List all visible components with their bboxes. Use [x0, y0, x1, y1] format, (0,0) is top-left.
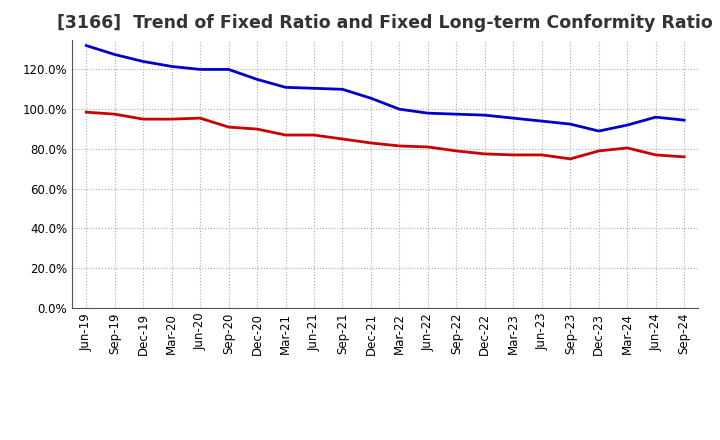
- Fixed Long-term Conformity Ratio: [537, 152, 546, 158]
- Fixed Ratio: [595, 128, 603, 134]
- Fixed Ratio: [395, 106, 404, 112]
- Fixed Long-term Conformity Ratio: [225, 125, 233, 130]
- Title: [3166]  Trend of Fixed Ratio and Fixed Long-term Conformity Ratio: [3166] Trend of Fixed Ratio and Fixed Lo…: [58, 15, 713, 33]
- Fixed Ratio: [253, 77, 261, 82]
- Fixed Ratio: [623, 122, 631, 128]
- Fixed Long-term Conformity Ratio: [167, 117, 176, 122]
- Fixed Long-term Conformity Ratio: [652, 152, 660, 158]
- Fixed Long-term Conformity Ratio: [82, 110, 91, 115]
- Fixed Ratio: [509, 115, 518, 121]
- Fixed Long-term Conformity Ratio: [566, 156, 575, 161]
- Fixed Long-term Conformity Ratio: [366, 140, 375, 146]
- Fixed Ratio: [680, 117, 688, 123]
- Fixed Long-term Conformity Ratio: [110, 111, 119, 117]
- Fixed Ratio: [225, 67, 233, 72]
- Fixed Ratio: [167, 64, 176, 69]
- Fixed Ratio: [110, 52, 119, 57]
- Fixed Ratio: [537, 118, 546, 124]
- Fixed Ratio: [196, 67, 204, 72]
- Fixed Ratio: [423, 110, 432, 116]
- Fixed Long-term Conformity Ratio: [310, 132, 318, 138]
- Fixed Ratio: [480, 113, 489, 118]
- Fixed Long-term Conformity Ratio: [509, 152, 518, 158]
- Fixed Ratio: [282, 84, 290, 90]
- Line: Fixed Long-term Conformity Ratio: Fixed Long-term Conformity Ratio: [86, 112, 684, 159]
- Fixed Ratio: [566, 121, 575, 127]
- Fixed Long-term Conformity Ratio: [253, 126, 261, 132]
- Fixed Long-term Conformity Ratio: [139, 117, 148, 122]
- Fixed Long-term Conformity Ratio: [623, 145, 631, 150]
- Fixed Long-term Conformity Ratio: [395, 143, 404, 149]
- Fixed Long-term Conformity Ratio: [423, 144, 432, 150]
- Fixed Ratio: [366, 95, 375, 101]
- Fixed Ratio: [452, 111, 461, 117]
- Fixed Ratio: [338, 87, 347, 92]
- Fixed Long-term Conformity Ratio: [452, 148, 461, 154]
- Fixed Ratio: [652, 114, 660, 120]
- Fixed Ratio: [310, 86, 318, 91]
- Legend: Fixed Ratio, Fixed Long-term Conformity Ratio: Fixed Ratio, Fixed Long-term Conformity …: [168, 435, 602, 440]
- Fixed Long-term Conformity Ratio: [282, 132, 290, 138]
- Fixed Long-term Conformity Ratio: [680, 154, 688, 160]
- Line: Fixed Ratio: Fixed Ratio: [86, 46, 684, 131]
- Fixed Ratio: [139, 59, 148, 64]
- Fixed Long-term Conformity Ratio: [338, 136, 347, 142]
- Fixed Ratio: [82, 43, 91, 48]
- Fixed Long-term Conformity Ratio: [480, 151, 489, 157]
- Fixed Long-term Conformity Ratio: [196, 115, 204, 121]
- Fixed Long-term Conformity Ratio: [595, 148, 603, 154]
